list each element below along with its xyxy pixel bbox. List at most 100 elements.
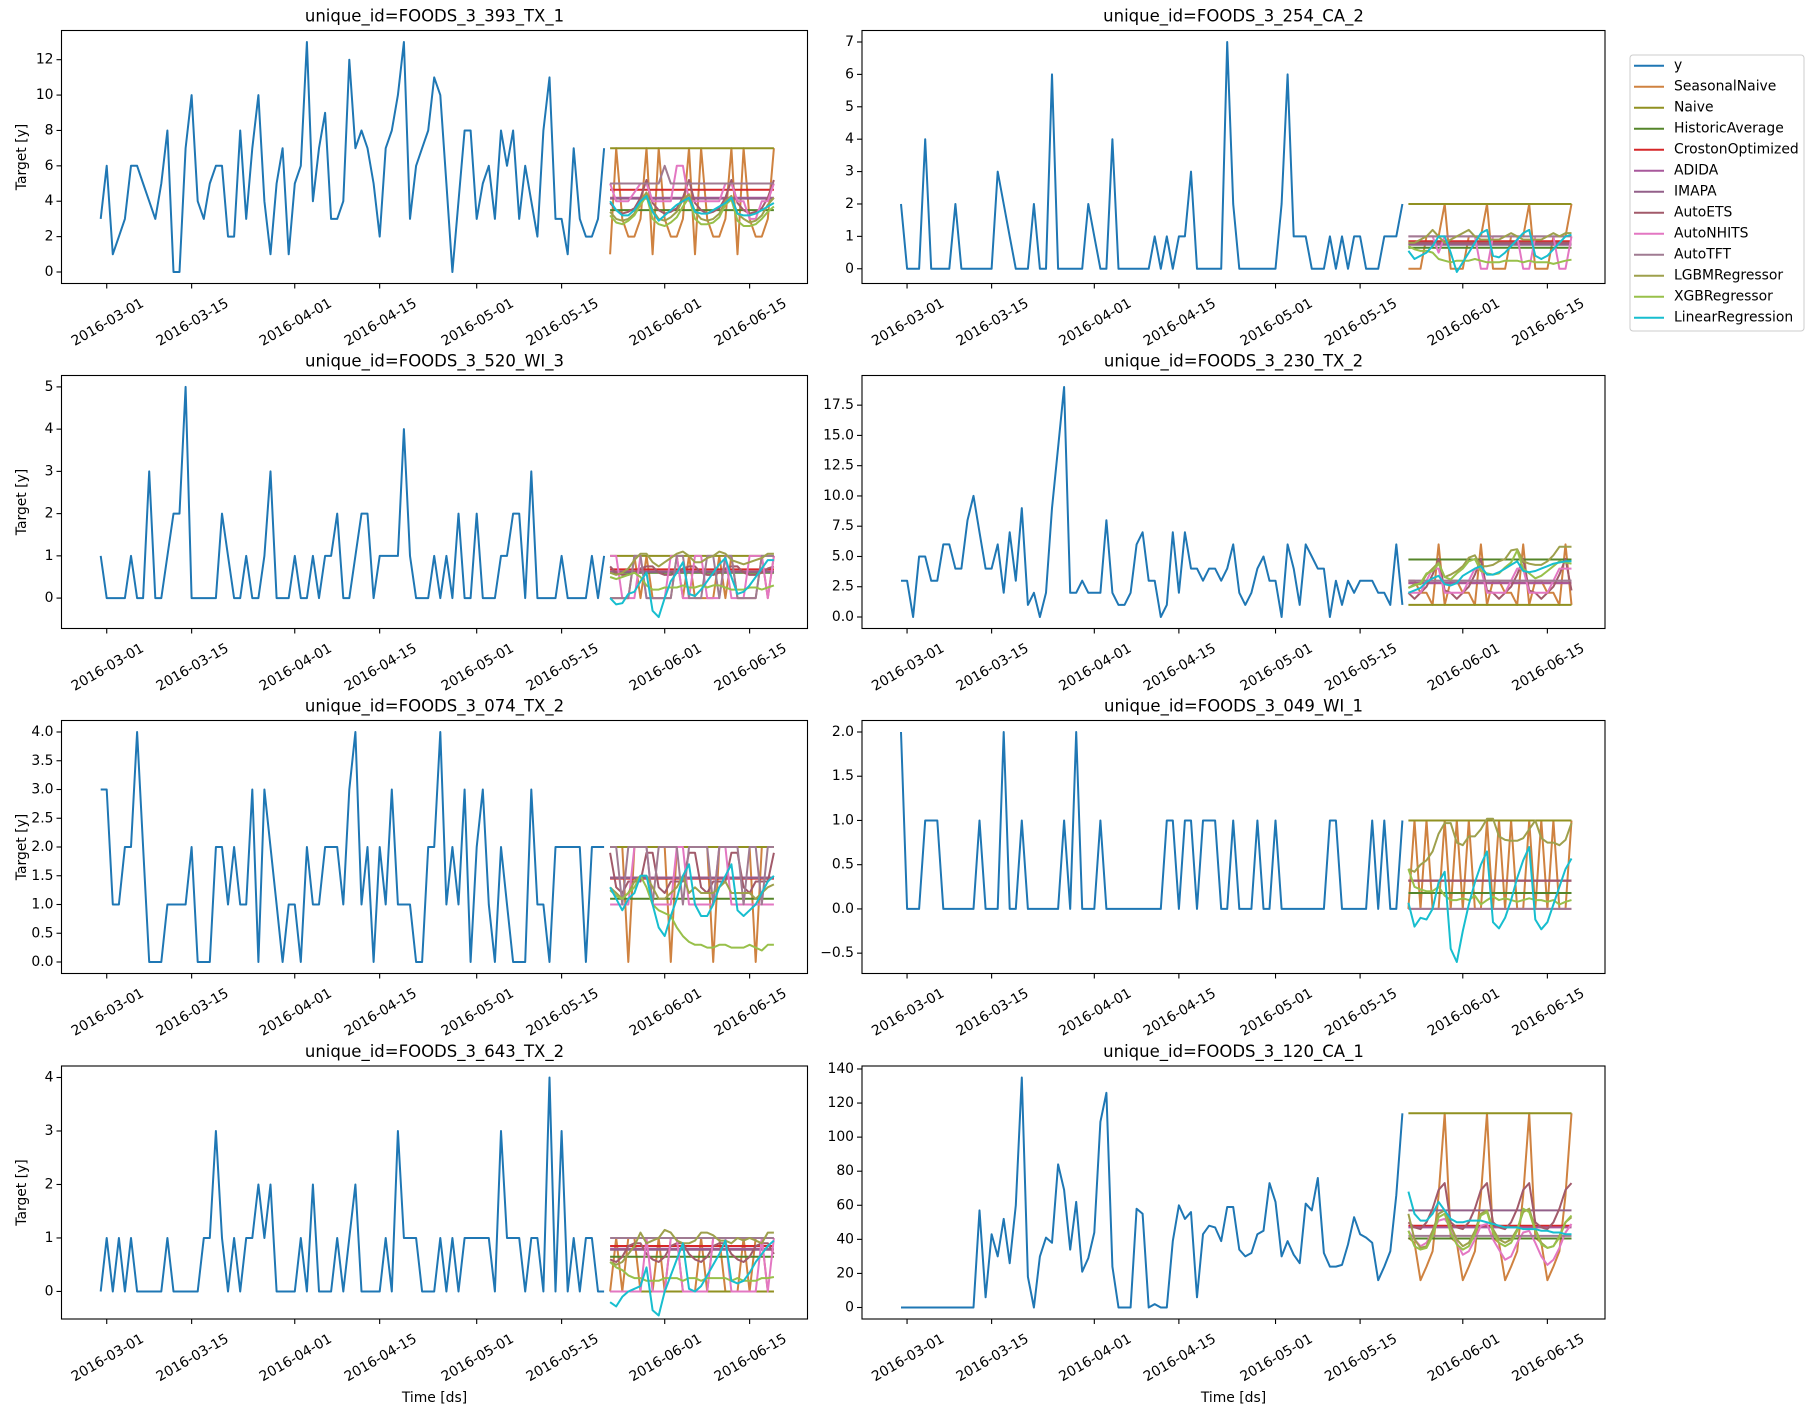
y-tick-label: 120 [827, 1095, 854, 1111]
y-tick-label: 3 [845, 164, 854, 180]
legend-label: y [1674, 58, 1682, 74]
series-lines [99, 385, 775, 619]
axes-frame [60, 29, 809, 285]
x-tick-label: 2016-06-01 [1425, 640, 1503, 694]
series-line-linearregression [609, 557, 774, 619]
y-axis-label: Target [y] [14, 124, 30, 191]
x-tick-label: 2016-06-01 [627, 1331, 705, 1385]
legend-label: LinearRegression [1674, 310, 1793, 326]
legend-label: ADIDA [1674, 163, 1719, 179]
axes-frame [861, 1065, 1606, 1320]
y-tick-label: 100 [827, 1129, 854, 1145]
x-tick-label: 2016-05-01 [1238, 985, 1316, 1039]
y-tick-label: 7.5 [832, 518, 854, 534]
x-tick-label: 2016-04-15 [342, 1331, 420, 1385]
series-line-linearregression [609, 863, 775, 938]
y-tick-label: 5 [45, 379, 54, 395]
x-tick-label: 2016-04-01 [1056, 985, 1134, 1039]
y-tick-label: 0.0 [832, 609, 854, 625]
y-tick-label: 10 [36, 87, 54, 103]
legend-label: IMAPA [1674, 184, 1717, 200]
y-tick-label: 4.0 [31, 724, 53, 740]
y-tick-label: 0.0 [832, 901, 854, 917]
series-lines [900, 731, 1573, 963]
x-tick-label: 2016-04-15 [1141, 1331, 1219, 1385]
y-tick-label: 2 [45, 229, 54, 245]
y-tick-label: 0 [845, 261, 854, 277]
x-tick-label: 2016-03-01 [69, 985, 147, 1039]
subplot: unique_id=FOODS_3_254_CA_2 0 1 2 3 4 5 6 7 2016-0… [845, 7, 1606, 350]
legend-entry: CrostonOptimized [1634, 142, 1799, 158]
x-tick-label: 2016-06-15 [1509, 640, 1587, 694]
y-tick-label: 2.5 [31, 810, 53, 826]
legend-label: CrostonOptimized [1674, 142, 1799, 158]
y-tick-label: 1.5 [832, 768, 854, 784]
y-tick-label: −0.5 [820, 945, 854, 961]
y-tick-label: 4 [45, 421, 54, 437]
y-tick-label: 80 [836, 1163, 854, 1179]
y-tick-label: 3 [45, 1123, 54, 1139]
legend-entry: AutoTFT [1634, 247, 1731, 263]
x-tick-label: 2016-06-01 [627, 295, 705, 349]
subplot-title: unique_id=FOODS_3_643_TX_2 [305, 1042, 564, 1062]
x-tick-label: 2016-04-01 [1056, 295, 1134, 349]
series-line-linearregression [1407, 846, 1573, 963]
x-tick-label: 2016-06-15 [712, 985, 790, 1039]
legend-label: AutoNHITS [1674, 226, 1749, 242]
x-tick-label: 2016-04-01 [1056, 640, 1134, 694]
axes-frame [861, 374, 1606, 630]
series-line-autotft [610, 846, 774, 906]
y-axis-label: Target [y] [14, 469, 30, 536]
series-line-lgbmregressor [1407, 545, 1572, 589]
legend-entry: Naive [1634, 100, 1714, 116]
y-tick-label: 1 [45, 1230, 54, 1246]
y-tick-label: 0.5 [832, 857, 854, 873]
x-tick-label: 2016-03-01 [69, 295, 147, 349]
series-line-autotft [610, 164, 774, 185]
axes-frame [60, 1065, 809, 1320]
y-tick-label: 1.0 [31, 897, 53, 913]
x-tick-label: 2016-04-15 [342, 985, 420, 1039]
x-tick-label: 2016-05-01 [1238, 640, 1316, 694]
subplot-title: unique_id=FOODS_3_230_TX_2 [1104, 352, 1363, 372]
series-line-y [900, 41, 1404, 270]
series-line-lgbmregressor [1407, 817, 1573, 873]
series-line-linearregression [1407, 1191, 1572, 1236]
subplot: unique_id=FOODS_3_643_TX_2 0 1 2 3 4 2016-03-0… [14, 1042, 809, 1406]
x-tick-label: 2016-05-01 [439, 640, 517, 694]
x-tick-label: 2016-05-15 [1322, 640, 1400, 694]
series-lines [901, 1076, 1573, 1309]
x-tick-label: 2016-03-01 [869, 1331, 947, 1385]
series-line-y [99, 385, 606, 600]
x-tick-label: 2016-06-15 [1509, 985, 1587, 1039]
x-tick-label: 2016-03-01 [869, 295, 947, 349]
series-line-lgbmregressor [609, 550, 774, 576]
series-lines [900, 41, 1573, 273]
series-lines [100, 731, 775, 963]
x-tick-label: 2016-05-15 [524, 640, 602, 694]
legend-label: SeasonalNaive [1674, 79, 1776, 95]
x-tick-label: 2016-05-15 [524, 1331, 602, 1385]
legend-entry: XGBRegressor [1634, 289, 1773, 305]
legend-label: HistoricAverage [1674, 121, 1784, 137]
y-tick-label: 4 [45, 193, 54, 209]
legend-label: AutoETS [1674, 205, 1733, 221]
y-tick-label: 40 [836, 1231, 854, 1247]
y-axis-label: Target [y] [14, 1159, 30, 1226]
x-tick-label: 2016-05-01 [439, 985, 517, 1039]
axes-frame [861, 719, 1606, 975]
subplot-title: unique_id=FOODS_3_393_TX_1 [305, 7, 564, 27]
legend-entry: y [1634, 58, 1682, 74]
x-tick-label: 2016-06-15 [1509, 1331, 1587, 1385]
x-tick-label: 2016-03-15 [154, 985, 232, 1039]
x-tick-label: 2016-06-01 [1425, 985, 1503, 1039]
subplot: unique_id=FOODS_3_520_WI_3 0 1 2 3 4 5 2016-03-… [14, 352, 809, 695]
legend-entry: IMAPA [1634, 184, 1717, 200]
y-tick-label: 1 [45, 548, 54, 564]
y-tick-label: 1.5 [31, 868, 53, 884]
series-lines [901, 386, 1573, 618]
x-tick-label: 2016-03-01 [869, 640, 947, 694]
series-line-y [100, 731, 605, 963]
y-tick-label: 1.0 [832, 812, 854, 828]
series-line-y [901, 1076, 1404, 1309]
